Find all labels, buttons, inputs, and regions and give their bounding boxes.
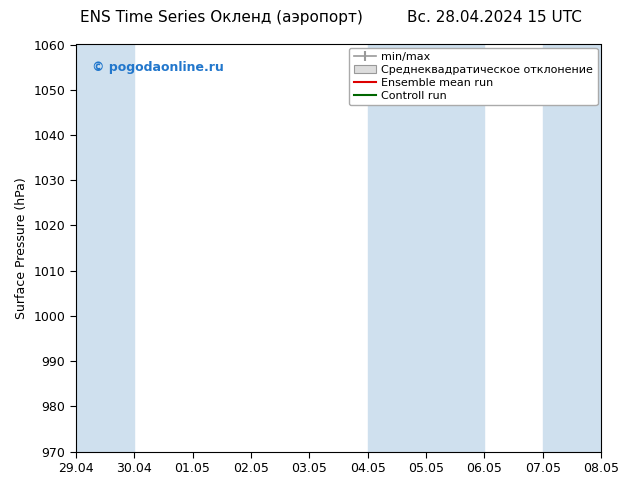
Bar	[543, 45, 601, 452]
Legend: min/max, Среднеквадратическое отклонение, Ensemble mean run, Controll run: min/max, Среднеквадратическое отклонение…	[349, 48, 598, 105]
Bar	[76, 45, 134, 452]
Y-axis label: Surface Pressure (hPa): Surface Pressure (hPa)	[15, 177, 28, 319]
Text: © pogodaonline.ru: © pogodaonline.ru	[91, 61, 223, 74]
Text: Вс. 28.04.2024 15 UTC: Вс. 28.04.2024 15 UTC	[407, 10, 582, 25]
Text: ENS Time Series Окленд (аэропорт): ENS Time Series Окленд (аэропорт)	[81, 10, 363, 25]
Bar	[368, 45, 484, 452]
